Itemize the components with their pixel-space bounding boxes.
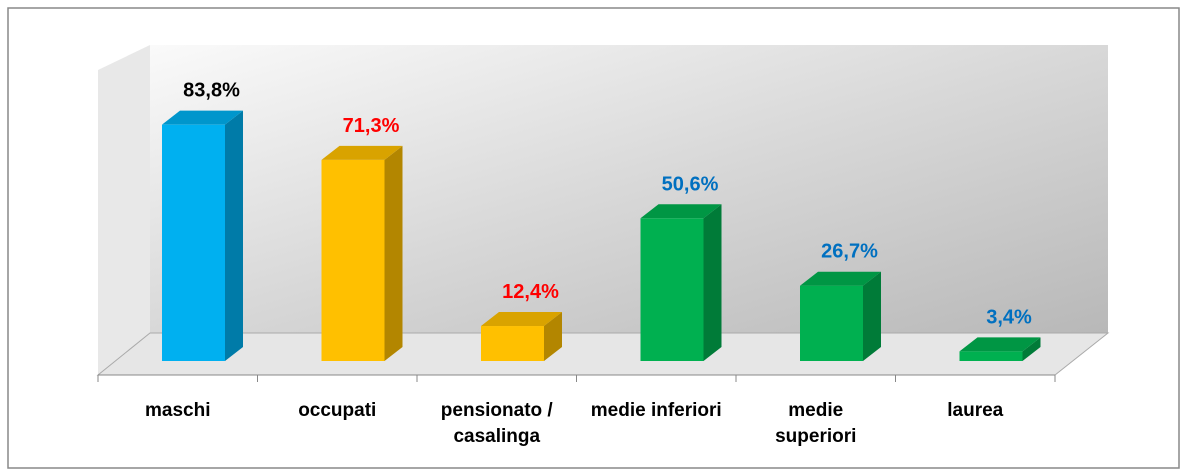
x-tick-label: maschi bbox=[145, 400, 211, 421]
bar-top bbox=[162, 110, 243, 125]
floor bbox=[96, 332, 1110, 376]
bar bbox=[959, 351, 1023, 361]
x-tick-label: occupati bbox=[298, 400, 377, 421]
x-tick-label: laurea bbox=[947, 400, 1004, 421]
bar bbox=[481, 326, 544, 361]
bar-side bbox=[225, 110, 243, 362]
bar bbox=[800, 285, 863, 361]
back-wall bbox=[150, 45, 1108, 333]
value-label: 3,4% bbox=[986, 306, 1032, 328]
value-label: 71,3% bbox=[343, 115, 400, 137]
value-label: 26,7% bbox=[821, 241, 878, 263]
bar bbox=[321, 159, 385, 361]
value-label: 83,8% bbox=[183, 80, 240, 102]
bar bbox=[640, 218, 704, 361]
value-label: 12,4% bbox=[502, 281, 559, 303]
x-tick-label: medie superiori bbox=[775, 400, 857, 447]
bar-side bbox=[863, 271, 881, 361]
x-tick-label: medie inferiori bbox=[590, 400, 722, 421]
bar bbox=[162, 124, 225, 362]
side-wall bbox=[98, 45, 150, 375]
x-tick-label: pensionato / casalinga bbox=[440, 400, 553, 447]
bar-top bbox=[959, 337, 1041, 352]
bar-top bbox=[800, 271, 881, 286]
value-label: 50,6% bbox=[662, 173, 719, 195]
bar-top bbox=[640, 204, 722, 219]
bar-top bbox=[481, 312, 562, 327]
bar-side bbox=[703, 204, 722, 361]
bar-side bbox=[1022, 337, 1041, 361]
bar-side bbox=[544, 312, 562, 361]
bar-side bbox=[384, 145, 403, 361]
bar-top bbox=[321, 145, 403, 160]
